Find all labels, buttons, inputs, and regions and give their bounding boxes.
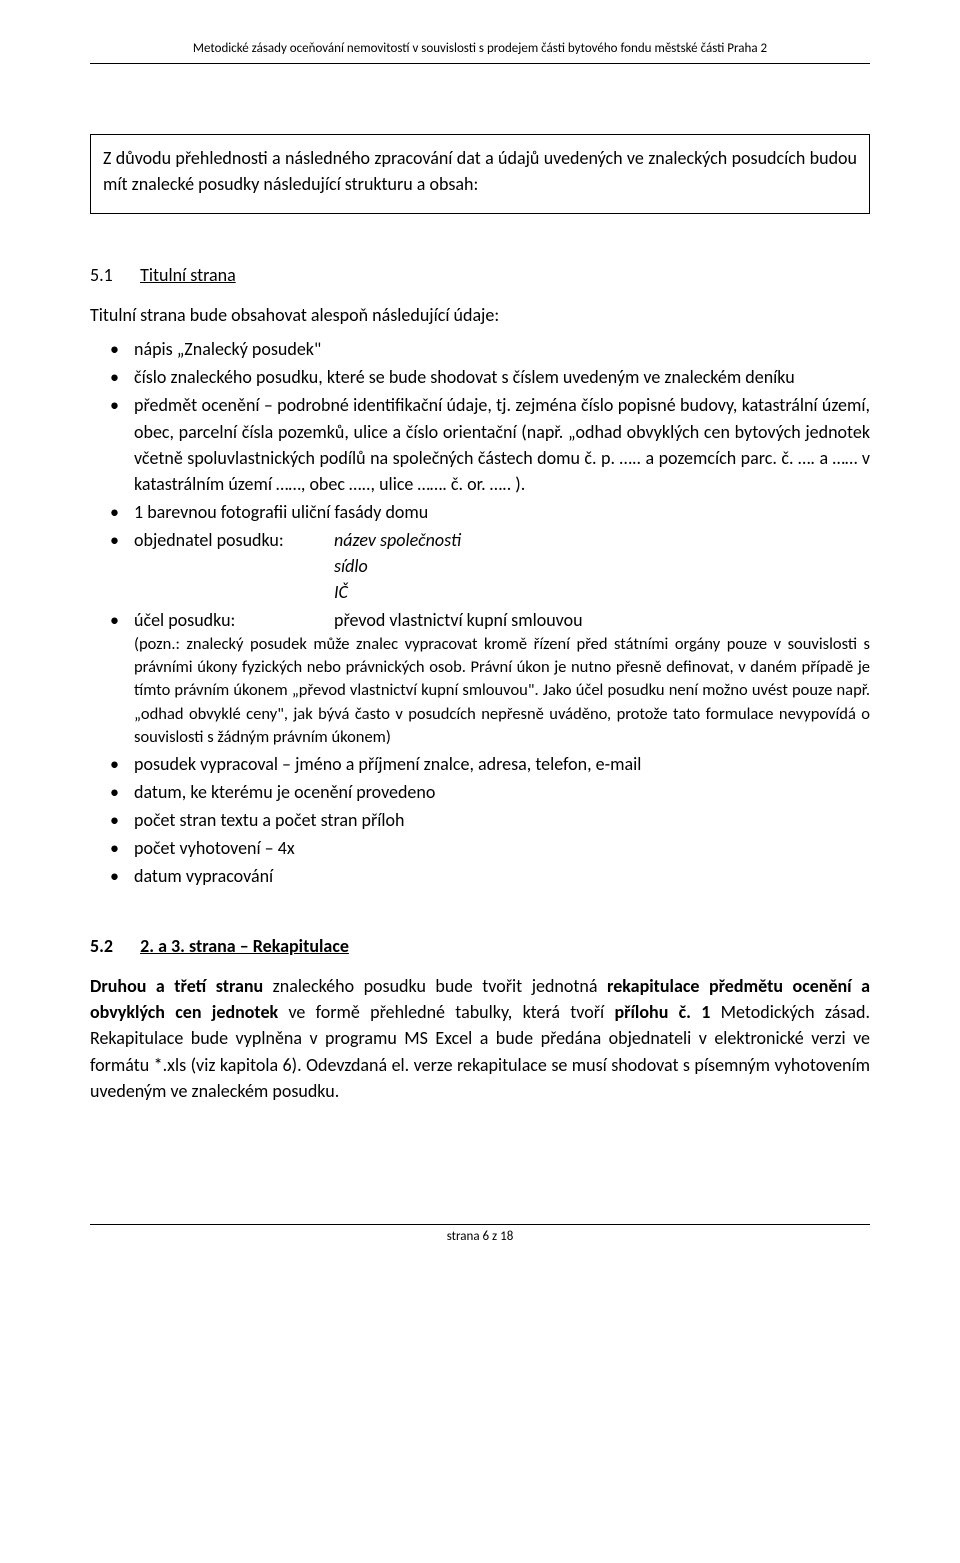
list-item: posudek vypracoval – jméno a příjmení zn…	[134, 751, 870, 777]
section-5-1-heading: 5.1 Titulní strana	[90, 262, 870, 288]
list-item-ucel: účel posudku: převod vlastnictví kupní s…	[134, 607, 870, 749]
body-bold-3: přílohu č. 1	[614, 1001, 710, 1023]
list-item-objednatel: objednatel posudku: název společnosti sí…	[134, 527, 870, 605]
section-5-2-heading: 5.2 2. a 3. strana – Rekapitulace	[90, 933, 870, 959]
list-item: předmět ocenění – podrobné identifikační…	[134, 392, 870, 496]
list-item: datum vypracování	[134, 863, 870, 889]
objednatel-value-name: název společnosti	[334, 527, 461, 553]
page-footer: strana 6 z 18	[90, 1224, 870, 1247]
body-text-1: znaleckého posudku bude tvořit jednotná	[263, 975, 607, 997]
list-item: nápis „Znalecký posudek"	[134, 336, 870, 362]
ucel-note: (pozn.: znalecký posudek může znalec vyp…	[134, 633, 870, 748]
section-5-1-lead: Titulní strana bude obsahovat alespoň ná…	[90, 302, 870, 328]
ucel-label: účel posudku:	[134, 607, 334, 633]
section-number: 5.2	[90, 933, 136, 959]
list-item: 1 barevnou fotografii uliční fasády domu	[134, 499, 870, 525]
list-item: počet stran textu a počet stran příloh	[134, 807, 870, 833]
list-item: datum, ke kterému je ocenění provedeno	[134, 779, 870, 805]
ucel-value: převod vlastnictví kupní smlouvou	[334, 607, 583, 633]
section-title: 2. a 3. strana – Rekapitulace	[140, 935, 349, 957]
section-title: Titulní strana	[140, 264, 236, 286]
section-number: 5.1	[90, 262, 136, 288]
body-bold-1: Druhou a třetí stranu	[90, 975, 263, 997]
list-item: číslo znaleckého posudku, které se bude …	[134, 364, 870, 390]
objednatel-value-ic: IČ	[134, 579, 870, 605]
objednatel-value-sidlo: sídlo	[134, 553, 870, 579]
section-5-2-body: Druhou a třetí stranu znaleckého posudku…	[90, 973, 870, 1103]
body-text-2: ve formě přehledné tabulky, která tvoří	[278, 1001, 614, 1023]
intro-structure-box: Z důvodu přehlednosti a následného zprac…	[90, 134, 870, 214]
objednatel-label: objednatel posudku:	[134, 527, 334, 553]
page-header: Metodické zásady oceňování nemovitostí v…	[90, 40, 870, 64]
title-page-requirements-list: nápis „Znalecký posudek" číslo znaleckéh…	[90, 336, 870, 889]
list-item: počet vyhotovení – 4x	[134, 835, 870, 861]
